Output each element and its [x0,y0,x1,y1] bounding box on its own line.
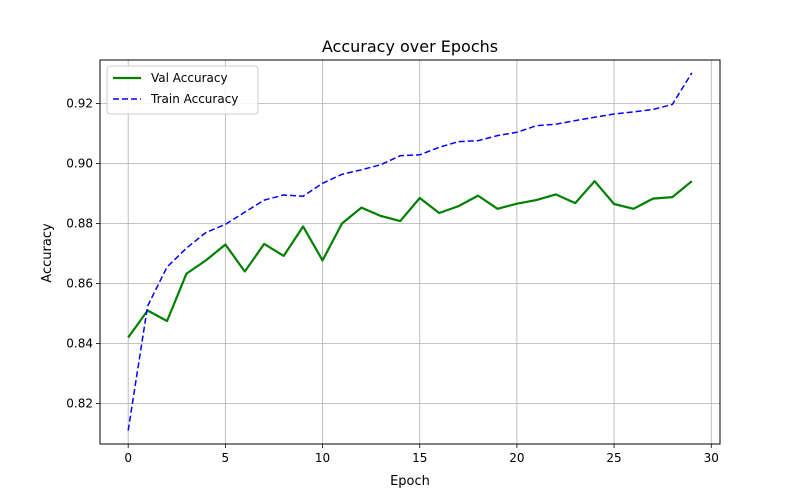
series-layer [127,72,693,431]
x-axis-label: Epoch [390,474,430,489]
x-tick-label: 30 [704,451,719,465]
x-tick-label: 25 [606,451,621,465]
x-tick-label: 5 [222,451,230,465]
plot-frame [99,59,721,445]
chart-title: Accuracy over Epochs [322,37,498,56]
x-tick-label: 20 [509,451,524,465]
train-accuracy-line [127,72,693,431]
legend-box [106,65,259,115]
y-tick-label: 0.84 [66,337,93,351]
x-tick-label: 10 [315,451,330,465]
y-tick-label: 0.90 [66,157,93,171]
y-tick-label: 0.82 [66,397,93,411]
y-tick-label: 0.86 [66,277,93,291]
legend: Val Accuracy Train Accuracy [106,65,259,115]
y-tick-label: 0.92 [66,97,93,111]
y-tick-label: 0.88 [66,217,93,231]
x-tick-label: 15 [412,451,427,465]
grid [100,60,720,444]
y-axis-label: Accuracy [40,223,55,283]
val-accuracy-line [127,180,693,339]
axis-ticks: 0 5 10 15 20 25 30 0.82 0.84 0.86 0.88 0.90 0.92 [66,97,719,466]
x-tick-label: 0 [124,451,132,465]
val-accuracy-legend-label: Val Accuracy [151,71,228,85]
train-accuracy-legend-label: Train Accuracy [150,92,238,106]
